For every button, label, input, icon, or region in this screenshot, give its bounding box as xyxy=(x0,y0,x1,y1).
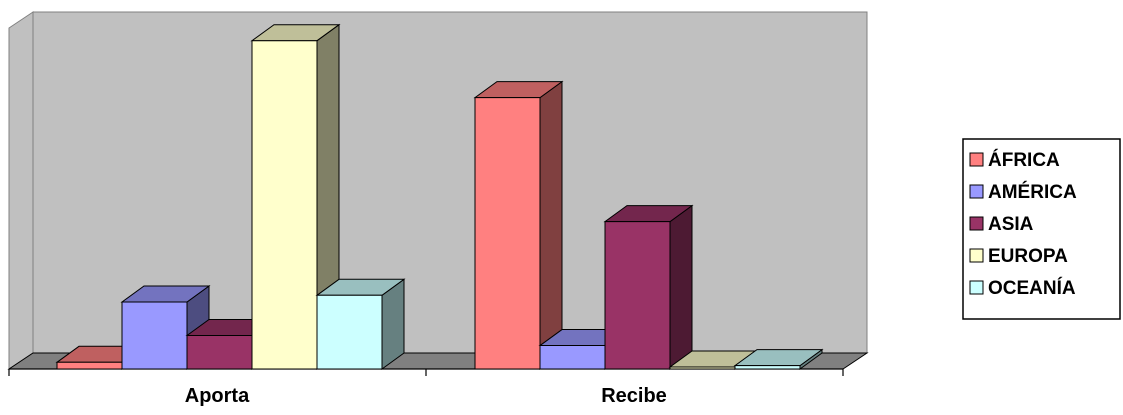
x-tick-label-recibe: Recibe xyxy=(601,385,667,407)
legend: ÁFRICA AMÉRICA ASIA EUROPA OCEANÍA xyxy=(962,138,1121,320)
bar-front xyxy=(604,221,671,370)
bar-front xyxy=(734,365,801,370)
legend-item-america: AMÉRICA xyxy=(969,181,1077,203)
legend-swatch-europa xyxy=(969,248,984,263)
bars-layer xyxy=(55,23,824,370)
legend-item-europa: EUROPA xyxy=(969,246,1068,267)
legend-swatch-america xyxy=(969,184,984,199)
legend-label-asia: ASIA xyxy=(988,214,1034,235)
bar-oceania-aporta xyxy=(315,278,406,370)
bar-front xyxy=(121,301,188,370)
bar-front xyxy=(669,366,736,370)
bar-europa-aporta xyxy=(250,23,341,370)
x-tick-label-aporta: Aporta xyxy=(185,385,250,407)
legend-swatch-asia xyxy=(969,216,984,231)
bar-front xyxy=(539,345,606,370)
bar-asia-recibe xyxy=(603,204,694,370)
bar-side xyxy=(669,204,693,370)
legend-label-america: AMÉRICA xyxy=(988,181,1077,203)
legend-item-asia: ASIA xyxy=(969,214,1034,235)
bar-front xyxy=(474,97,541,370)
chart-side-wall xyxy=(8,11,34,370)
legend-item-oceania: OCEANÍA xyxy=(969,277,1076,299)
bar-front xyxy=(251,40,318,370)
legend-label-oceania: OCEANÍA xyxy=(988,277,1076,299)
bar-front xyxy=(186,335,253,370)
legend-label-africa: ÁFRICA xyxy=(988,149,1060,171)
legend-label-europa: EUROPA xyxy=(988,246,1068,267)
legend-swatch-oceania xyxy=(969,280,984,295)
bar-front xyxy=(56,361,123,370)
legend-item-africa: ÁFRICA xyxy=(969,149,1060,171)
bar-africa-recibe xyxy=(473,80,564,370)
legend-swatch-africa xyxy=(969,152,984,167)
legend-box xyxy=(962,138,1121,320)
bar-oceania-recibe xyxy=(733,348,824,370)
bar-side xyxy=(539,80,563,370)
bar-front xyxy=(316,294,383,370)
